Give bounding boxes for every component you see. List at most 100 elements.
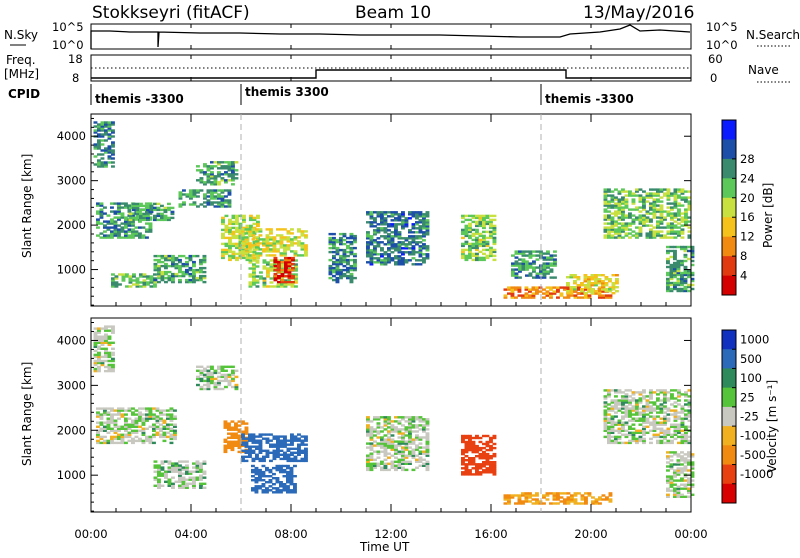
heatmap-cell: [649, 236, 653, 239]
heatmap-cell: [401, 428, 405, 431]
heatmap-cell: [110, 226, 114, 229]
heatmap-cell: [127, 417, 132, 420]
heatmap-cell: [624, 407, 629, 410]
heatmap-cell: [141, 407, 146, 410]
heatmap-cell: [422, 215, 426, 218]
heatmap-cell: [687, 489, 691, 492]
heatmap-cell: [332, 274, 336, 278]
heatmap-cell: [670, 397, 674, 400]
heatmap-cell: [104, 335, 108, 338]
heatmap-cell: [478, 440, 483, 444]
heatmap-cell: [304, 437, 308, 440]
heatmap-cell: [196, 169, 200, 172]
heatmap-cell: [404, 251, 409, 254]
heatmap-cell: [145, 439, 149, 443]
heatmap-cell: [99, 212, 104, 215]
heatmap-cell: [97, 355, 101, 359]
heatmap-cell: [597, 278, 602, 281]
heatmap-cell: [223, 450, 228, 454]
heatmap-cell: [607, 206, 611, 209]
heatmap-cell: [631, 397, 636, 400]
heatmap-cell: [163, 208, 168, 212]
heatmap-cell: [418, 438, 423, 441]
heatmap-cell: [394, 440, 398, 443]
heatmap-cell: [482, 236, 486, 240]
heatmap-cell: [335, 268, 340, 272]
heatmap-cell: [404, 430, 409, 433]
heatmap-cell: [617, 190, 622, 193]
heatmap-cell: [188, 476, 193, 479]
heatmap-cell: [546, 252, 550, 255]
heatmap-cell: [628, 433, 632, 436]
heatmap-cell: [673, 255, 677, 259]
y-tick-label: 4000: [57, 333, 86, 347]
heatmap-cell: [673, 263, 677, 267]
heatmap-cell: [415, 434, 419, 437]
heatmap-cell: [652, 212, 657, 215]
colorbar-swatch: [722, 349, 736, 369]
heatmap-cell: [268, 468, 273, 472]
heatmap-cell: [228, 248, 232, 252]
heatmap-cell: [291, 280, 295, 284]
heatmap-cell: [107, 145, 112, 148]
colorbar-swatch: [722, 217, 736, 237]
x-tick-label: 04:00: [174, 527, 207, 541]
heatmap-cell: [241, 420, 245, 423]
heatmap-cell: [387, 259, 391, 262]
heatmap-cell: [680, 477, 684, 480]
heatmap-cell: [471, 214, 476, 218]
heatmap-cell: [404, 460, 409, 463]
heatmap-cell: [252, 216, 257, 220]
heatmap-cell: [676, 493, 681, 496]
heatmap-cell: [258, 248, 263, 251]
heatmap-cell: [153, 214, 157, 218]
heatmap-cell: [217, 197, 221, 200]
heatmap-cell: [300, 439, 305, 442]
heatmap-cell: [482, 240, 486, 244]
heatmap-cell: [635, 431, 639, 434]
heatmap-cell: [607, 236, 611, 239]
heatmap-cell: [628, 190, 632, 193]
heatmap-cell: [514, 250, 519, 253]
heatmap-cell: [380, 223, 384, 226]
heatmap-cell: [332, 250, 336, 254]
heatmap-cell: [279, 242, 284, 245]
heatmap-cell: [135, 277, 140, 280]
colorbar-tick-label: 28: [740, 152, 755, 166]
heatmap-cell: [146, 281, 150, 284]
heatmap-cell: [376, 444, 381, 447]
heatmap-cell: [676, 269, 681, 273]
heatmap-cell: [590, 292, 595, 295]
heatmap-cell: [631, 417, 636, 420]
heatmap-cell: [570, 294, 574, 297]
heatmap-cell: [124, 417, 128, 420]
heatmap-cell: [206, 199, 211, 202]
heatmap-cell: [224, 250, 229, 254]
heatmap-cell: [192, 470, 196, 473]
heatmap-cell: [159, 429, 163, 432]
heatmap-cell: [103, 413, 107, 416]
heatmap-cell: [390, 466, 395, 469]
heatmap-cell: [256, 214, 260, 218]
heatmap-cell: [353, 246, 357, 250]
heatmap-cell: [566, 500, 571, 503]
heatmap-cell: [666, 198, 671, 201]
heatmap-cell: [376, 213, 381, 216]
heatmap-cell: [556, 498, 560, 501]
heatmap-cell: [104, 359, 108, 363]
heatmap-cell: [224, 173, 228, 176]
heatmap-cell: [518, 262, 522, 265]
heatmap-cell: [631, 222, 636, 225]
heatmap-cell: [635, 391, 639, 394]
heatmap-cell: [220, 203, 225, 206]
heatmap-cell: [254, 470, 259, 474]
velocity-colorbar-label: Velocity [m s⁻¹]: [765, 380, 779, 473]
heatmap-cell: [138, 439, 142, 443]
heatmap-cell: [425, 221, 430, 224]
heatmap-cell: [680, 224, 685, 227]
heatmap-cell: [649, 204, 653, 207]
heatmap-cell: [248, 433, 252, 436]
heatmap-cell: [461, 471, 465, 474]
heatmap-cell: [373, 464, 377, 467]
heatmap-cell: [603, 198, 608, 201]
